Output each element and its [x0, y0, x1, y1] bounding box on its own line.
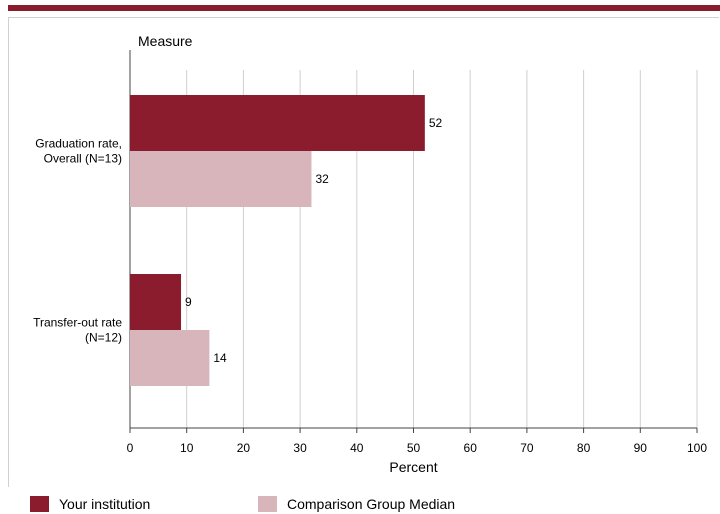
bar — [130, 95, 425, 151]
data-label: 32 — [315, 172, 329, 186]
category-label: Transfer-out rate — [33, 316, 122, 330]
bar — [130, 274, 182, 330]
x-tick-label: 70 — [520, 441, 534, 455]
legend-item-your-institution: Your institution — [30, 496, 150, 512]
x-tick-label: 90 — [634, 441, 648, 455]
x-tick-label: 100 — [687, 441, 707, 455]
bar — [130, 330, 210, 386]
x-tick-label: 30 — [293, 441, 307, 455]
legend-swatch-comparison-group-median — [258, 496, 277, 512]
header-accent-bar — [8, 5, 720, 11]
x-tick-label: 80 — [577, 441, 591, 455]
x-tick-label: 10 — [180, 441, 194, 455]
category-label: Graduation rate, — [35, 137, 122, 151]
x-tick-label: 0 — [127, 441, 134, 455]
category-label: (N=12) — [85, 331, 122, 345]
legend-label-your-institution: Your institution — [59, 496, 151, 512]
x-axis-title: Percent — [389, 459, 437, 475]
data-label: 9 — [185, 295, 192, 309]
legend-label-comparison-group-median: Comparison Group Median — [287, 496, 456, 512]
x-tick-label: 50 — [407, 441, 421, 455]
bar-chart: 0 10 20 30 40 50 60 70 80 90 100 Measure Percent 52 32… — [33, 33, 707, 475]
data-label: 14 — [213, 351, 227, 365]
legend-item-comparison-group-median: Comparison Group Median — [258, 496, 455, 512]
x-tick-label: 60 — [464, 441, 478, 455]
x-tick-label: 20 — [237, 441, 251, 455]
category-axis-title: Measure — [138, 33, 193, 49]
data-label: 52 — [429, 116, 443, 130]
x-tick-label: 40 — [350, 441, 364, 455]
bar — [130, 151, 312, 207]
category-label: Overall (N=13) — [44, 152, 122, 166]
legend-swatch-your-institution — [30, 496, 49, 512]
